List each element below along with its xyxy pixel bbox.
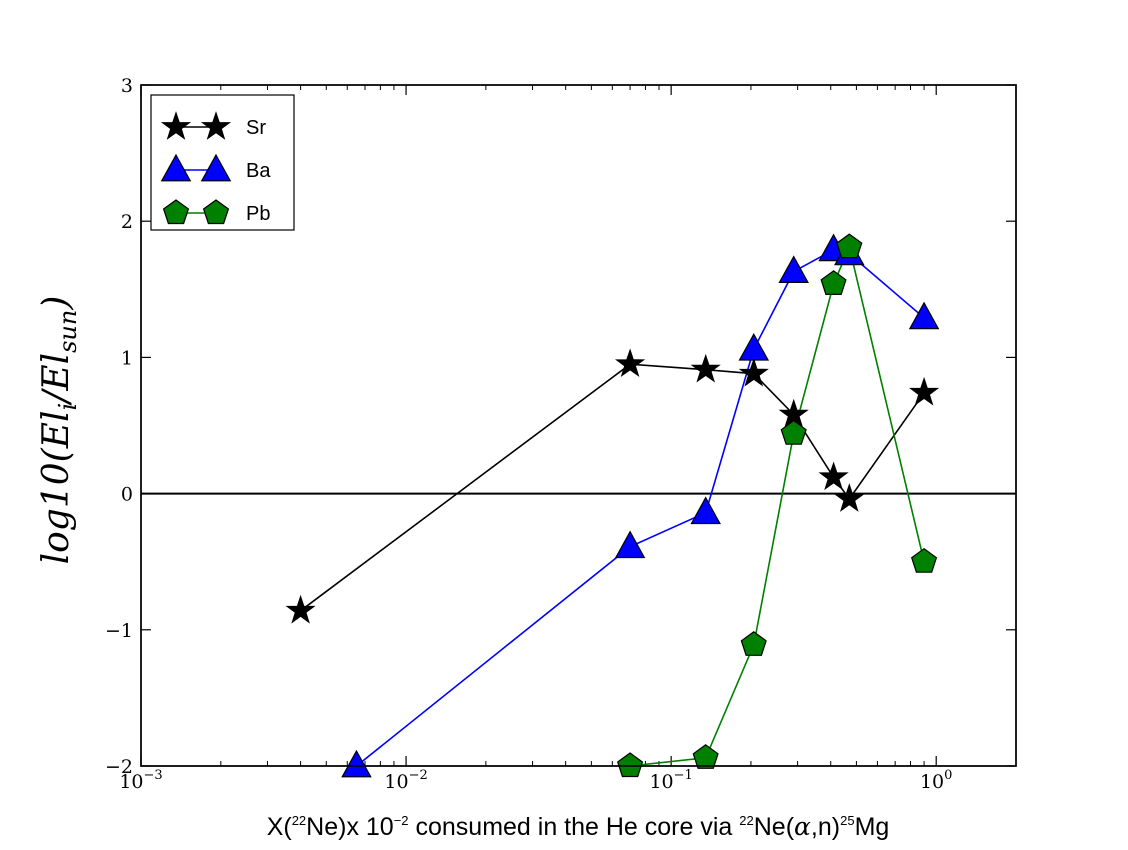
data-point-ba (690, 496, 721, 525)
marker-layer (285, 233, 940, 778)
data-point-ba (778, 255, 809, 283)
data-point-ba (738, 332, 770, 361)
legend-marker-pb (162, 199, 190, 225)
x-tick-label: 100 (920, 768, 952, 793)
data-point-sr (615, 348, 646, 378)
data-point-ba (341, 749, 372, 778)
data-point-sr (738, 357, 769, 387)
data-point-ba (908, 301, 940, 330)
x-tick-label: 10−3 (119, 768, 162, 793)
tick-labels: 10−3 10−2 10−1 100 −2 −1 0 1 2 3 (105, 75, 952, 793)
data-point-sr (909, 376, 940, 406)
x-axis-label: X(22Ne)x 10−2 consumed in the He core vi… (267, 812, 890, 841)
data-point-sr (285, 594, 316, 624)
data-point-sr (690, 353, 721, 383)
data-point-sr (834, 483, 865, 512)
legend-label-sr: Sr (246, 117, 266, 139)
legend-marker-ba (200, 153, 232, 182)
legend-label-pb: Pb (246, 203, 270, 225)
legend-label-ba: Ba (246, 160, 271, 182)
data-point-ba (614, 530, 646, 559)
data-point-pb (836, 233, 863, 259)
y-axis-label: log10(Eli/Elsun) (36, 296, 82, 565)
data-point-pb (910, 547, 938, 573)
data-point-pb (820, 270, 847, 295)
data-point-pb (692, 744, 719, 769)
legend-marker-ba (160, 153, 192, 182)
plot-frame (140, 84, 1017, 767)
y-tick-label: 3 (121, 75, 133, 97)
legend-marker-sr (160, 111, 192, 140)
y-tick-label: −2 (105, 756, 133, 778)
data-point-pb (740, 631, 767, 656)
legend: Sr Ba Pb (150, 94, 295, 231)
y-tick-label: −1 (105, 620, 133, 642)
y-tick-label: 2 (121, 211, 133, 233)
legend-marker-sr (200, 111, 232, 140)
x-tick-label: 10−2 (384, 768, 427, 793)
y-tick-label: 1 (121, 347, 133, 369)
legend-marker-pb (202, 199, 230, 225)
y-tick-label: 0 (121, 484, 133, 506)
x-tick-label: 10−1 (649, 768, 692, 793)
data-point-pb (780, 419, 807, 445)
data-point-pb (616, 752, 644, 778)
data-point-sr (818, 461, 849, 491)
